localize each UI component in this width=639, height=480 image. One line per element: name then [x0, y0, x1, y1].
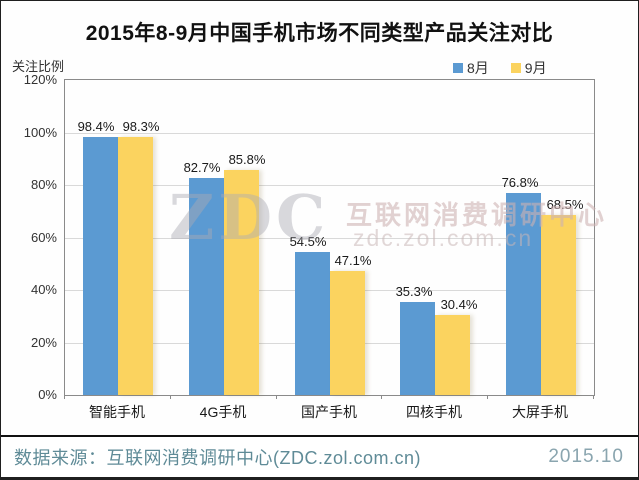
x-axis-label-0: 智能手机	[89, 404, 145, 420]
x-tick	[487, 395, 488, 399]
bar-value-label: 35.3%	[395, 284, 433, 299]
bar-value-label: 54.5%	[289, 234, 327, 249]
chart-title: 2015年8-9月中国手机市场不同类型产品关注对比	[85, 22, 554, 45]
legend-swatch	[510, 63, 521, 73]
bar-value-label: 98.3%	[122, 119, 160, 134]
y-tick-label: 20%	[30, 335, 57, 350]
y-tick-label: 0%	[38, 387, 57, 402]
y-axis-title: 关注比例	[12, 59, 65, 74]
gridline	[65, 133, 594, 134]
plot-area: 98.4% 98.3% 82.7% 85.8% 54.5% 47.1% 35.3% 30.4%…	[64, 79, 595, 396]
bar-value-label: 47.1%	[334, 253, 372, 268]
x-tick	[170, 395, 171, 399]
y-tick-label: 80%	[30, 177, 57, 192]
bar-9月-3	[435, 315, 470, 395]
x-tick	[381, 395, 382, 399]
legend: 8月 9月	[453, 58, 547, 78]
gridline	[65, 238, 594, 239]
y-tick-label: 100%	[23, 125, 57, 140]
legend-label: 8月	[467, 60, 489, 76]
bar-value-label: 98.4%	[77, 119, 115, 134]
data-source: 数据来源：互联网消费调研中心(ZDC.zol.com.cn)	[14, 448, 422, 468]
x-axis-label-3: 四核手机	[406, 404, 462, 420]
bar-8月-0	[83, 137, 118, 395]
bar-9月-2	[330, 271, 365, 395]
bar-8月-4	[506, 193, 541, 395]
bar-9月-1	[224, 170, 259, 395]
bar-value-label: 82.7%	[183, 160, 221, 175]
legend-swatch	[453, 63, 463, 73]
legend-item-1: 9月	[510, 58, 547, 78]
bar-8月-3	[400, 302, 435, 395]
bar-8月-1	[189, 178, 224, 395]
x-tick	[276, 395, 277, 399]
gridline	[65, 185, 594, 186]
y-tick-label: 40%	[30, 282, 57, 297]
bar-9月-4	[541, 215, 576, 395]
bar-value-label: 76.8%	[501, 175, 539, 190]
x-axis-label-2: 国产手机	[301, 404, 357, 420]
bar-value-label: 85.8%	[228, 152, 266, 167]
y-tick-label: 120%	[23, 72, 57, 87]
x-tick	[593, 395, 594, 399]
report-date: 2015.10	[548, 446, 624, 467]
y-tick-label: 60%	[30, 230, 57, 245]
x-axis-label-1: 4G手机	[199, 404, 247, 420]
legend-label: 9月	[524, 60, 547, 76]
legend-item-0: 8月	[453, 58, 489, 78]
bar-value-label: 30.4%	[440, 297, 478, 312]
x-axis-label-4: 大屏手机	[512, 404, 568, 420]
footer: 数据来源：互联网消费调研中心(ZDC.zol.com.cn) 2015.10	[1, 435, 638, 477]
bar-8月-2	[295, 252, 330, 395]
bar-value-label: 68.5%	[546, 197, 584, 212]
x-tick	[64, 395, 65, 399]
bar-9月-0	[118, 137, 153, 395]
